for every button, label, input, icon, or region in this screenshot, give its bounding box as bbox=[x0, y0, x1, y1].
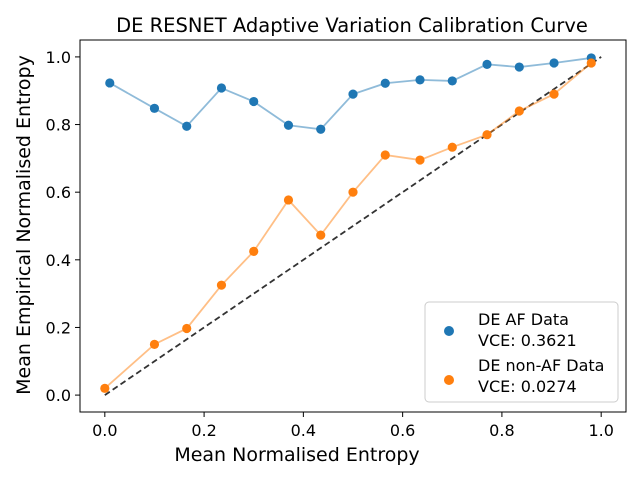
x-tick-label: 0.2 bbox=[191, 421, 216, 440]
data-point-series-1-8 bbox=[380, 150, 390, 160]
data-point-series-1-11 bbox=[482, 130, 492, 140]
data-point-series-1-6 bbox=[316, 230, 326, 240]
data-point-series-1-12 bbox=[514, 106, 524, 116]
y-tick-label: 0.4 bbox=[46, 251, 71, 270]
data-point-series-0-4 bbox=[249, 96, 259, 107]
data-point-series-0-1 bbox=[149, 103, 160, 113]
y-tick-label: 0.2 bbox=[46, 318, 71, 337]
x-axis-label: Mean Normalised Entropy bbox=[174, 444, 419, 466]
plot-frame bbox=[79, 39, 627, 413]
data-point-series-1-13 bbox=[549, 89, 559, 99]
legend-vce-af: VCE: 0.3621 bbox=[478, 331, 577, 350]
y-axis-label: Mean Empirical Normalised Entropy bbox=[13, 55, 35, 395]
legend-marker-af bbox=[444, 326, 454, 336]
data-point-series-0-7 bbox=[348, 89, 358, 99]
data-point-series-1-3 bbox=[216, 280, 227, 290]
data-point-series-1-7 bbox=[348, 187, 358, 197]
y-tick-label: 0.0 bbox=[46, 386, 71, 405]
data-point-series-0-2 bbox=[182, 121, 192, 131]
x-tick-label: 0.6 bbox=[390, 421, 415, 440]
legend-marker-non-af bbox=[444, 375, 454, 385]
data-point-series-1-5 bbox=[283, 195, 294, 205]
data-point-series-0-11 bbox=[482, 59, 492, 69]
data-point-series-0-3 bbox=[216, 83, 227, 93]
legend: DE AF Data VCE: 0.3621 DE non-AF Data VC… bbox=[424, 301, 619, 403]
data-point-series-0-0 bbox=[105, 78, 115, 88]
data-point-series-0-6 bbox=[316, 124, 326, 134]
y-tick-label: 1.0 bbox=[46, 48, 71, 67]
data-point-series-1-1 bbox=[149, 339, 160, 349]
data-point-series-0-13 bbox=[549, 58, 559, 68]
data-point-series-0-8 bbox=[380, 78, 390, 88]
legend-box bbox=[424, 301, 619, 403]
perfect-calibration-line bbox=[104, 56, 602, 396]
data-point-series-1-4 bbox=[249, 246, 259, 256]
x-tick-label: 0.4 bbox=[291, 421, 316, 440]
data-point-series-0-9 bbox=[415, 75, 425, 85]
data-point-series-0-10 bbox=[447, 76, 457, 86]
legend-label-af: DE AF Data bbox=[478, 310, 569, 329]
y-tick-label: 0.8 bbox=[46, 116, 71, 135]
data-point-series-1-0 bbox=[100, 383, 110, 393]
data-point-series-0-12 bbox=[514, 62, 524, 72]
y-tick-label: 0.6 bbox=[46, 183, 71, 202]
data-point-series-1-2 bbox=[182, 323, 192, 334]
data-point-series-1-9 bbox=[415, 155, 425, 165]
y-axis: 0.0 0.2 0.4 0.6 0.8 1.0 bbox=[46, 48, 80, 405]
data-point-series-0-5 bbox=[283, 120, 294, 130]
x-tick-label: 1.0 bbox=[588, 421, 613, 440]
chart-title: DE RESNET Adaptive Variation Calibration… bbox=[116, 14, 588, 37]
data-point-series-1-10 bbox=[447, 142, 457, 152]
x-axis: 0.0 0.2 0.4 0.6 0.8 1.0 bbox=[92, 412, 614, 440]
legend-label-non-af: DE non-AF Data bbox=[478, 356, 604, 375]
plot-area bbox=[79, 39, 627, 413]
legend-vce-non-af: VCE: 0.0274 bbox=[478, 377, 577, 396]
data-point-series-1-14 bbox=[586, 58, 596, 68]
x-tick-label: 0.8 bbox=[489, 421, 514, 440]
x-tick-label: 0.0 bbox=[92, 421, 117, 440]
